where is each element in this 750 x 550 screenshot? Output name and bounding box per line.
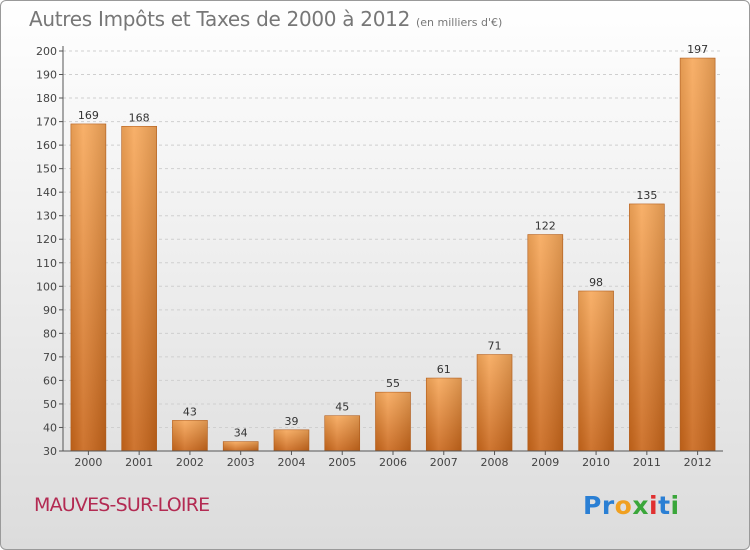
logo-letter: P — [583, 491, 602, 520]
bar-shade — [324, 415, 360, 451]
bar-shade — [70, 123, 106, 452]
data-label: 34 — [234, 427, 248, 440]
data-label: 61 — [437, 363, 451, 376]
y-tick-label: 190 — [36, 69, 57, 82]
bar-shade — [680, 58, 716, 451]
y-tick-label: 150 — [36, 163, 57, 176]
chart-title: Autres Impôts et Taxes de 2000 à 2012 (en… — [29, 7, 503, 31]
data-label: 168 — [129, 111, 150, 124]
commune-name: MAUVES-SUR-LOIRE — [34, 494, 210, 516]
bar-shade — [375, 392, 411, 451]
bar-shade — [527, 234, 563, 451]
x-tick-label: 2002 — [176, 456, 204, 469]
x-tick-label: 2008 — [481, 456, 509, 469]
y-tick-label: 40 — [43, 421, 57, 434]
x-tick-label: 2012 — [684, 456, 712, 469]
bar-shade — [629, 203, 665, 451]
y-tick-label: 30 — [43, 445, 57, 458]
y-tick-label: 140 — [36, 186, 57, 199]
data-label: 197 — [687, 43, 708, 56]
bar-shade — [426, 378, 462, 451]
y-tick-label: 120 — [36, 233, 57, 246]
y-tick-label: 170 — [36, 116, 57, 129]
bar-shade — [121, 126, 157, 451]
logo-letter: i — [670, 491, 680, 520]
x-tick-label: 2005 — [328, 456, 356, 469]
data-label: 55 — [386, 377, 400, 390]
y-tick-label: 100 — [36, 280, 57, 293]
data-label: 169 — [78, 109, 99, 122]
logo-letter: i — [649, 491, 659, 520]
proxiti-logo: Proxiti — [583, 491, 680, 520]
bar-shade — [477, 354, 513, 451]
x-tick-label: 2006 — [379, 456, 407, 469]
y-tick-label: 130 — [36, 210, 57, 223]
x-tick-label: 2011 — [633, 456, 661, 469]
x-tick-label: 2007 — [430, 456, 458, 469]
y-tick-label: 90 — [43, 304, 57, 317]
bar-shade — [273, 429, 309, 451]
data-label: 98 — [589, 276, 603, 289]
data-label: 122 — [535, 220, 556, 233]
x-tick-label: 2000 — [74, 456, 102, 469]
logo-letter: r — [601, 491, 615, 520]
x-tick-label: 2001 — [125, 456, 153, 469]
logo-letter: t — [658, 491, 671, 520]
logo-letter: x — [632, 491, 649, 520]
x-tick-label: 2009 — [531, 456, 559, 469]
y-tick-label: 60 — [43, 374, 57, 387]
y-tick-label: 180 — [36, 92, 57, 105]
bar-shade — [223, 441, 259, 451]
logo-letter: o — [614, 491, 633, 520]
bar-shade — [578, 291, 614, 451]
data-label: 71 — [488, 340, 502, 353]
bar-shade — [172, 420, 208, 451]
x-tick-label: 2004 — [277, 456, 305, 469]
data-label: 135 — [636, 189, 657, 202]
y-tick-label: 70 — [43, 351, 57, 364]
chart-subtitle: (en milliers d'€) — [416, 16, 503, 29]
data-label: 45 — [335, 401, 349, 414]
y-tick-label: 110 — [36, 257, 57, 270]
y-tick-label: 50 — [43, 398, 57, 411]
x-tick-label: 2010 — [582, 456, 610, 469]
data-label: 39 — [284, 415, 298, 428]
x-tick-label: 2003 — [227, 456, 255, 469]
y-tick-label: 160 — [36, 139, 57, 152]
data-label: 43 — [183, 405, 197, 418]
y-tick-label: 200 — [36, 45, 57, 58]
y-tick-label: 80 — [43, 327, 57, 340]
